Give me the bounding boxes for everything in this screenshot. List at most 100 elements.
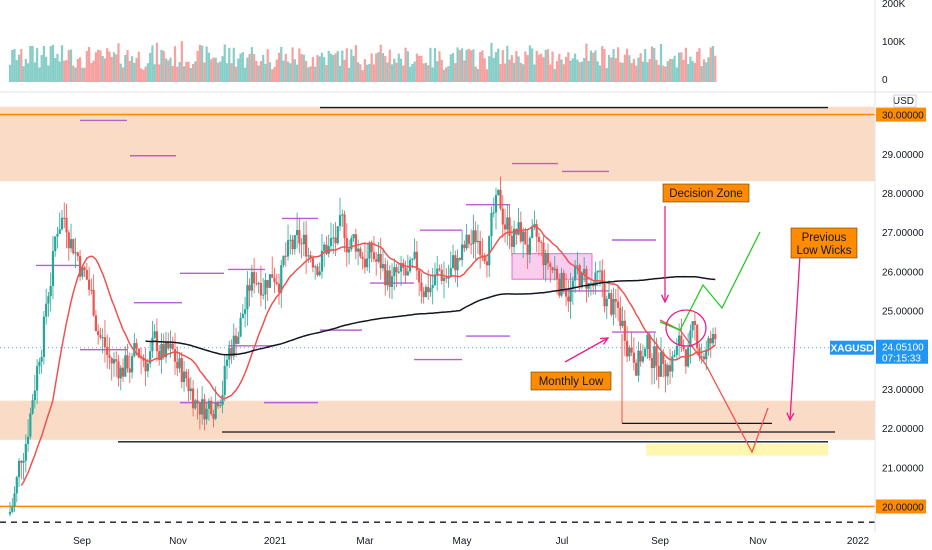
candle-body [438,268,441,270]
candle-body [526,244,529,255]
candle-body [22,460,25,463]
candle-body [94,315,97,331]
volume-bar [377,52,380,82]
volume-bar [97,49,100,82]
candle-body [508,217,511,236]
candle-body [546,253,550,264]
volume-bar [307,67,310,82]
volume-bar [587,60,590,82]
candle-body [128,368,131,373]
volume-bar [381,52,385,82]
volume-bar [506,45,509,82]
candle-body [476,240,480,243]
candle-body [232,335,235,357]
candle-body [564,288,568,297]
volume-bar [194,61,197,82]
volume-bar [38,67,41,82]
volume-bar [295,64,299,82]
volume-bar [594,50,597,82]
volume-bar [691,60,694,82]
candle-body [454,255,457,271]
volume-bar [641,61,645,82]
volume-bar [361,70,364,82]
candle-body [503,224,507,230]
candle-body [289,239,292,241]
volume-bar [522,64,525,82]
volume-bar [682,59,685,82]
volume-bar [255,60,258,82]
volume-bar [106,48,109,82]
volume-bar [544,49,547,82]
volume-bar [510,55,513,82]
volume-bar [196,50,199,82]
candle-body [76,252,79,257]
candle-body [494,195,498,213]
candle-body [648,335,651,358]
volume-bar [628,55,631,82]
volume-bar [635,65,638,82]
candle-body [644,348,647,357]
volume-bar [20,49,23,82]
candle-body [551,266,554,271]
time-axis[interactable]: Sep Nov 2021 Mar May Jul Sep Nov 2022 [0,532,932,550]
candle-body [465,234,468,249]
candle-body [196,400,199,403]
candle-body [262,294,265,296]
volume-bar [420,55,423,82]
volume-bar [571,58,574,82]
volume-bar [302,54,305,82]
price-tick: 29.00000 [882,150,924,161]
candle-body [601,270,604,284]
volume-bar [436,61,439,82]
candle-body [31,400,34,414]
candle-body [691,321,694,331]
candle-body [610,293,613,315]
candle-body [442,277,446,281]
volume-bar [555,61,559,82]
volume-bar [182,66,186,82]
volume-bar [162,50,165,82]
candle-body [682,345,685,350]
candle-body [662,352,665,364]
volume-bar [305,60,308,82]
candle-body [277,283,281,293]
volume-bar [347,67,351,82]
volume-bar [366,64,369,82]
volume-bar [458,50,461,82]
volume-bar [560,59,563,82]
candle-body [97,330,100,336]
volume-bar [390,64,394,82]
candle-body [99,335,102,338]
volume-bar [88,46,91,82]
candle-body [185,371,188,379]
volume-bar [411,64,414,82]
candle-body [219,405,222,407]
candle-body [234,335,238,344]
volume-bar [427,65,430,82]
volume-bar [626,48,629,82]
volume-bar [142,69,145,82]
candle-body [149,351,152,364]
candle-body [393,267,396,277]
volume-bar [614,58,617,82]
volume-bar [230,63,233,82]
volume-bar [650,46,654,82]
candle-body [711,334,715,344]
volume-bar [375,53,378,82]
candle-body [198,402,201,415]
candle-body [542,242,545,266]
time-tick: 2022 [847,536,870,547]
volume-bar [185,61,188,82]
volume-bar [479,52,482,82]
candle-body [628,347,631,357]
candle-body [49,286,52,297]
volume-bar [277,52,281,82]
volume-bar [384,56,387,82]
volume-bar [110,56,113,82]
candle-body [225,359,229,366]
time-tick: Sep [651,536,669,547]
volume-bar [246,57,249,82]
volume-bar [664,66,667,82]
volume-bar [108,51,111,82]
